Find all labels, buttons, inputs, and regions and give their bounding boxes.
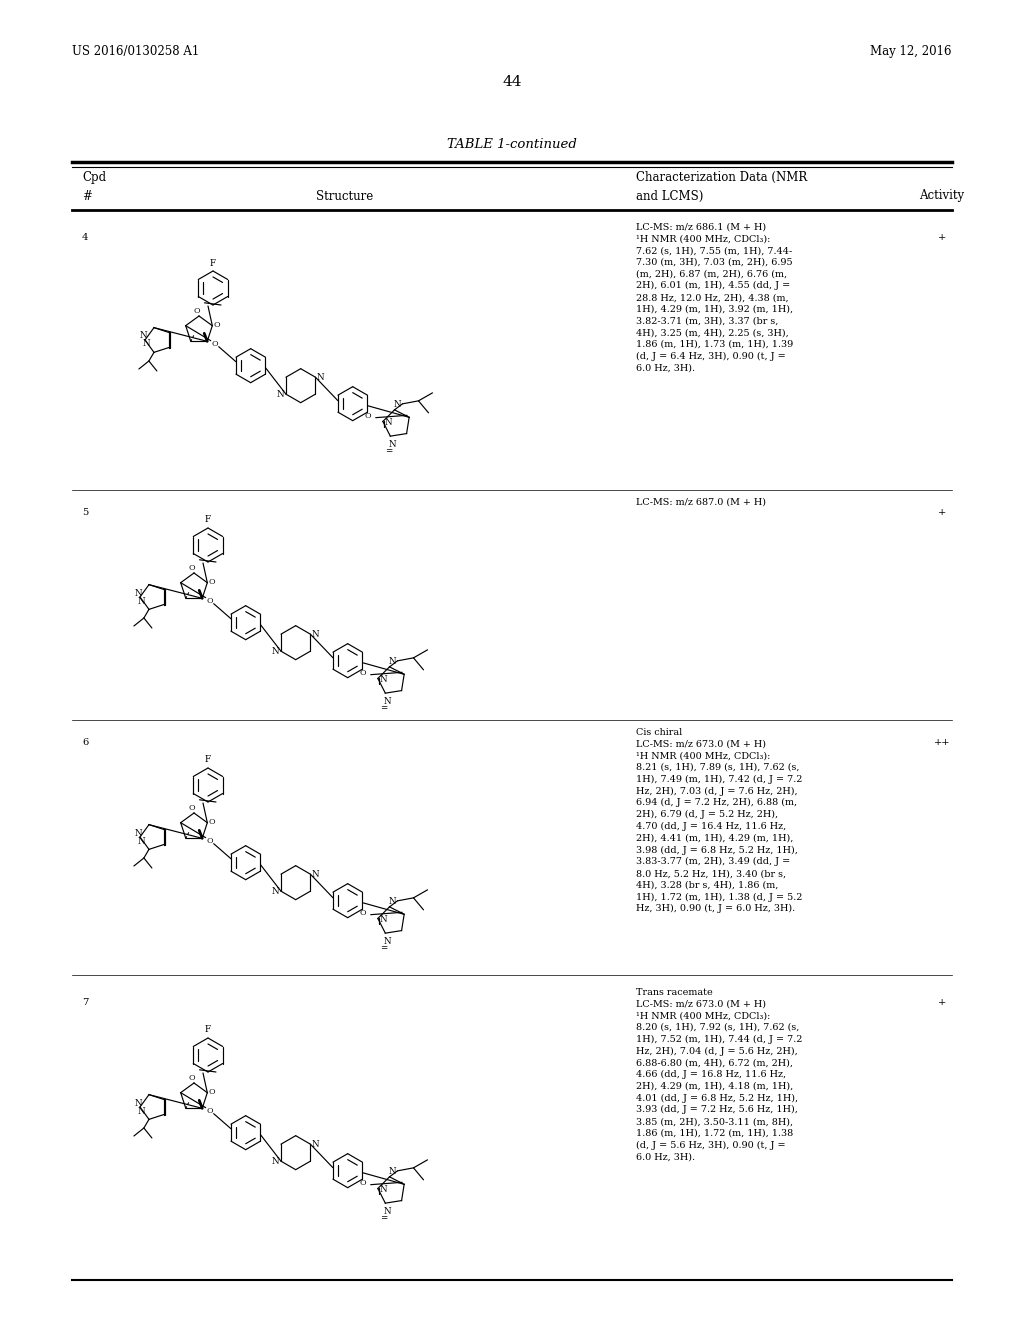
Text: N: N [385,418,392,426]
Text: +: + [938,234,946,242]
Text: O: O [188,1074,196,1082]
Text: N: N [380,915,388,924]
Text: and LCMS): and LCMS) [636,190,703,202]
Text: O: O [359,1179,366,1187]
Text: O: O [213,321,219,329]
Text: O: O [207,597,213,605]
Text: 5: 5 [82,508,88,517]
Text: May 12, 2016: May 12, 2016 [870,45,952,58]
Text: O: O [208,1088,215,1096]
Text: =: = [380,944,387,953]
Text: O: O [359,669,366,677]
Text: N: N [380,1185,388,1195]
Text: N: N [134,589,141,598]
Text: N: N [316,372,325,381]
Text: N: N [139,331,146,341]
Text: +: + [938,998,946,1007]
Text: 44: 44 [502,75,522,88]
Text: N: N [388,440,396,449]
Text: N: N [271,887,279,896]
Text: N: N [384,1206,391,1216]
Text: N: N [134,829,141,837]
Text: N: N [137,597,144,606]
Text: =: = [385,446,392,455]
Text: O: O [188,804,196,812]
Text: N: N [137,1106,144,1115]
Text: N: N [137,837,144,846]
Text: N: N [384,697,391,706]
Text: N: N [271,647,279,656]
Text: N: N [142,339,150,348]
Text: O: O [359,908,366,916]
Text: N: N [393,400,401,409]
Text: N: N [276,389,284,399]
Text: O: O [207,837,213,845]
Text: LC-MS: m/z 687.0 (M + H): LC-MS: m/z 687.0 (M + H) [636,498,766,507]
Text: 7: 7 [82,998,88,1007]
Text: Characterization Data (NMR: Characterization Data (NMR [636,170,807,183]
Text: O: O [211,339,218,347]
Text: O: O [188,564,196,572]
Text: F: F [210,259,216,268]
Text: N: N [311,630,319,639]
Text: 4: 4 [82,234,88,242]
Text: O: O [208,817,215,826]
Text: N: N [134,1098,141,1107]
Text: O: O [207,1106,213,1114]
Text: #: # [82,190,92,202]
Text: F: F [205,1026,211,1035]
Text: F: F [205,755,211,764]
Text: Trans racemate
LC-MS: m/z 673.0 (M + H)
¹H NMR (400 MHz, CDCl₃):
8.20 (s, 1H), 7: Trans racemate LC-MS: m/z 673.0 (M + H) … [636,987,803,1162]
Text: N: N [380,675,388,684]
Text: Activity: Activity [920,190,965,202]
Text: TABLE 1-continued: TABLE 1-continued [447,139,577,152]
Text: +: + [938,508,946,517]
Text: N: N [311,1139,319,1148]
Text: N: N [271,1156,279,1166]
Text: Cpd: Cpd [82,170,106,183]
Text: ++: ++ [934,738,950,747]
Text: =: = [380,1213,387,1222]
Text: O: O [208,578,215,586]
Text: N: N [389,657,396,667]
Text: Structure: Structure [316,190,374,202]
Text: N: N [311,870,319,879]
Text: N: N [384,937,391,945]
Text: N: N [389,1167,396,1176]
Text: O: O [194,308,201,315]
Text: LC-MS: m/z 686.1 (M + H)
¹H NMR (400 MHz, CDCl₃):
7.62 (s, 1H), 7.55 (m, 1H), 7.: LC-MS: m/z 686.1 (M + H) ¹H NMR (400 MHz… [636,223,794,372]
Text: 6: 6 [82,738,88,747]
Text: N: N [389,898,396,907]
Text: =: = [380,704,387,713]
Text: O: O [365,412,371,420]
Text: US 2016/0130258 A1: US 2016/0130258 A1 [72,45,200,58]
Text: Cis chiral
LC-MS: m/z 673.0 (M + H)
¹H NMR (400 MHz, CDCl₃):
8.21 (s, 1H), 7.89 : Cis chiral LC-MS: m/z 673.0 (M + H) ¹H N… [636,729,803,913]
Text: F: F [205,516,211,524]
